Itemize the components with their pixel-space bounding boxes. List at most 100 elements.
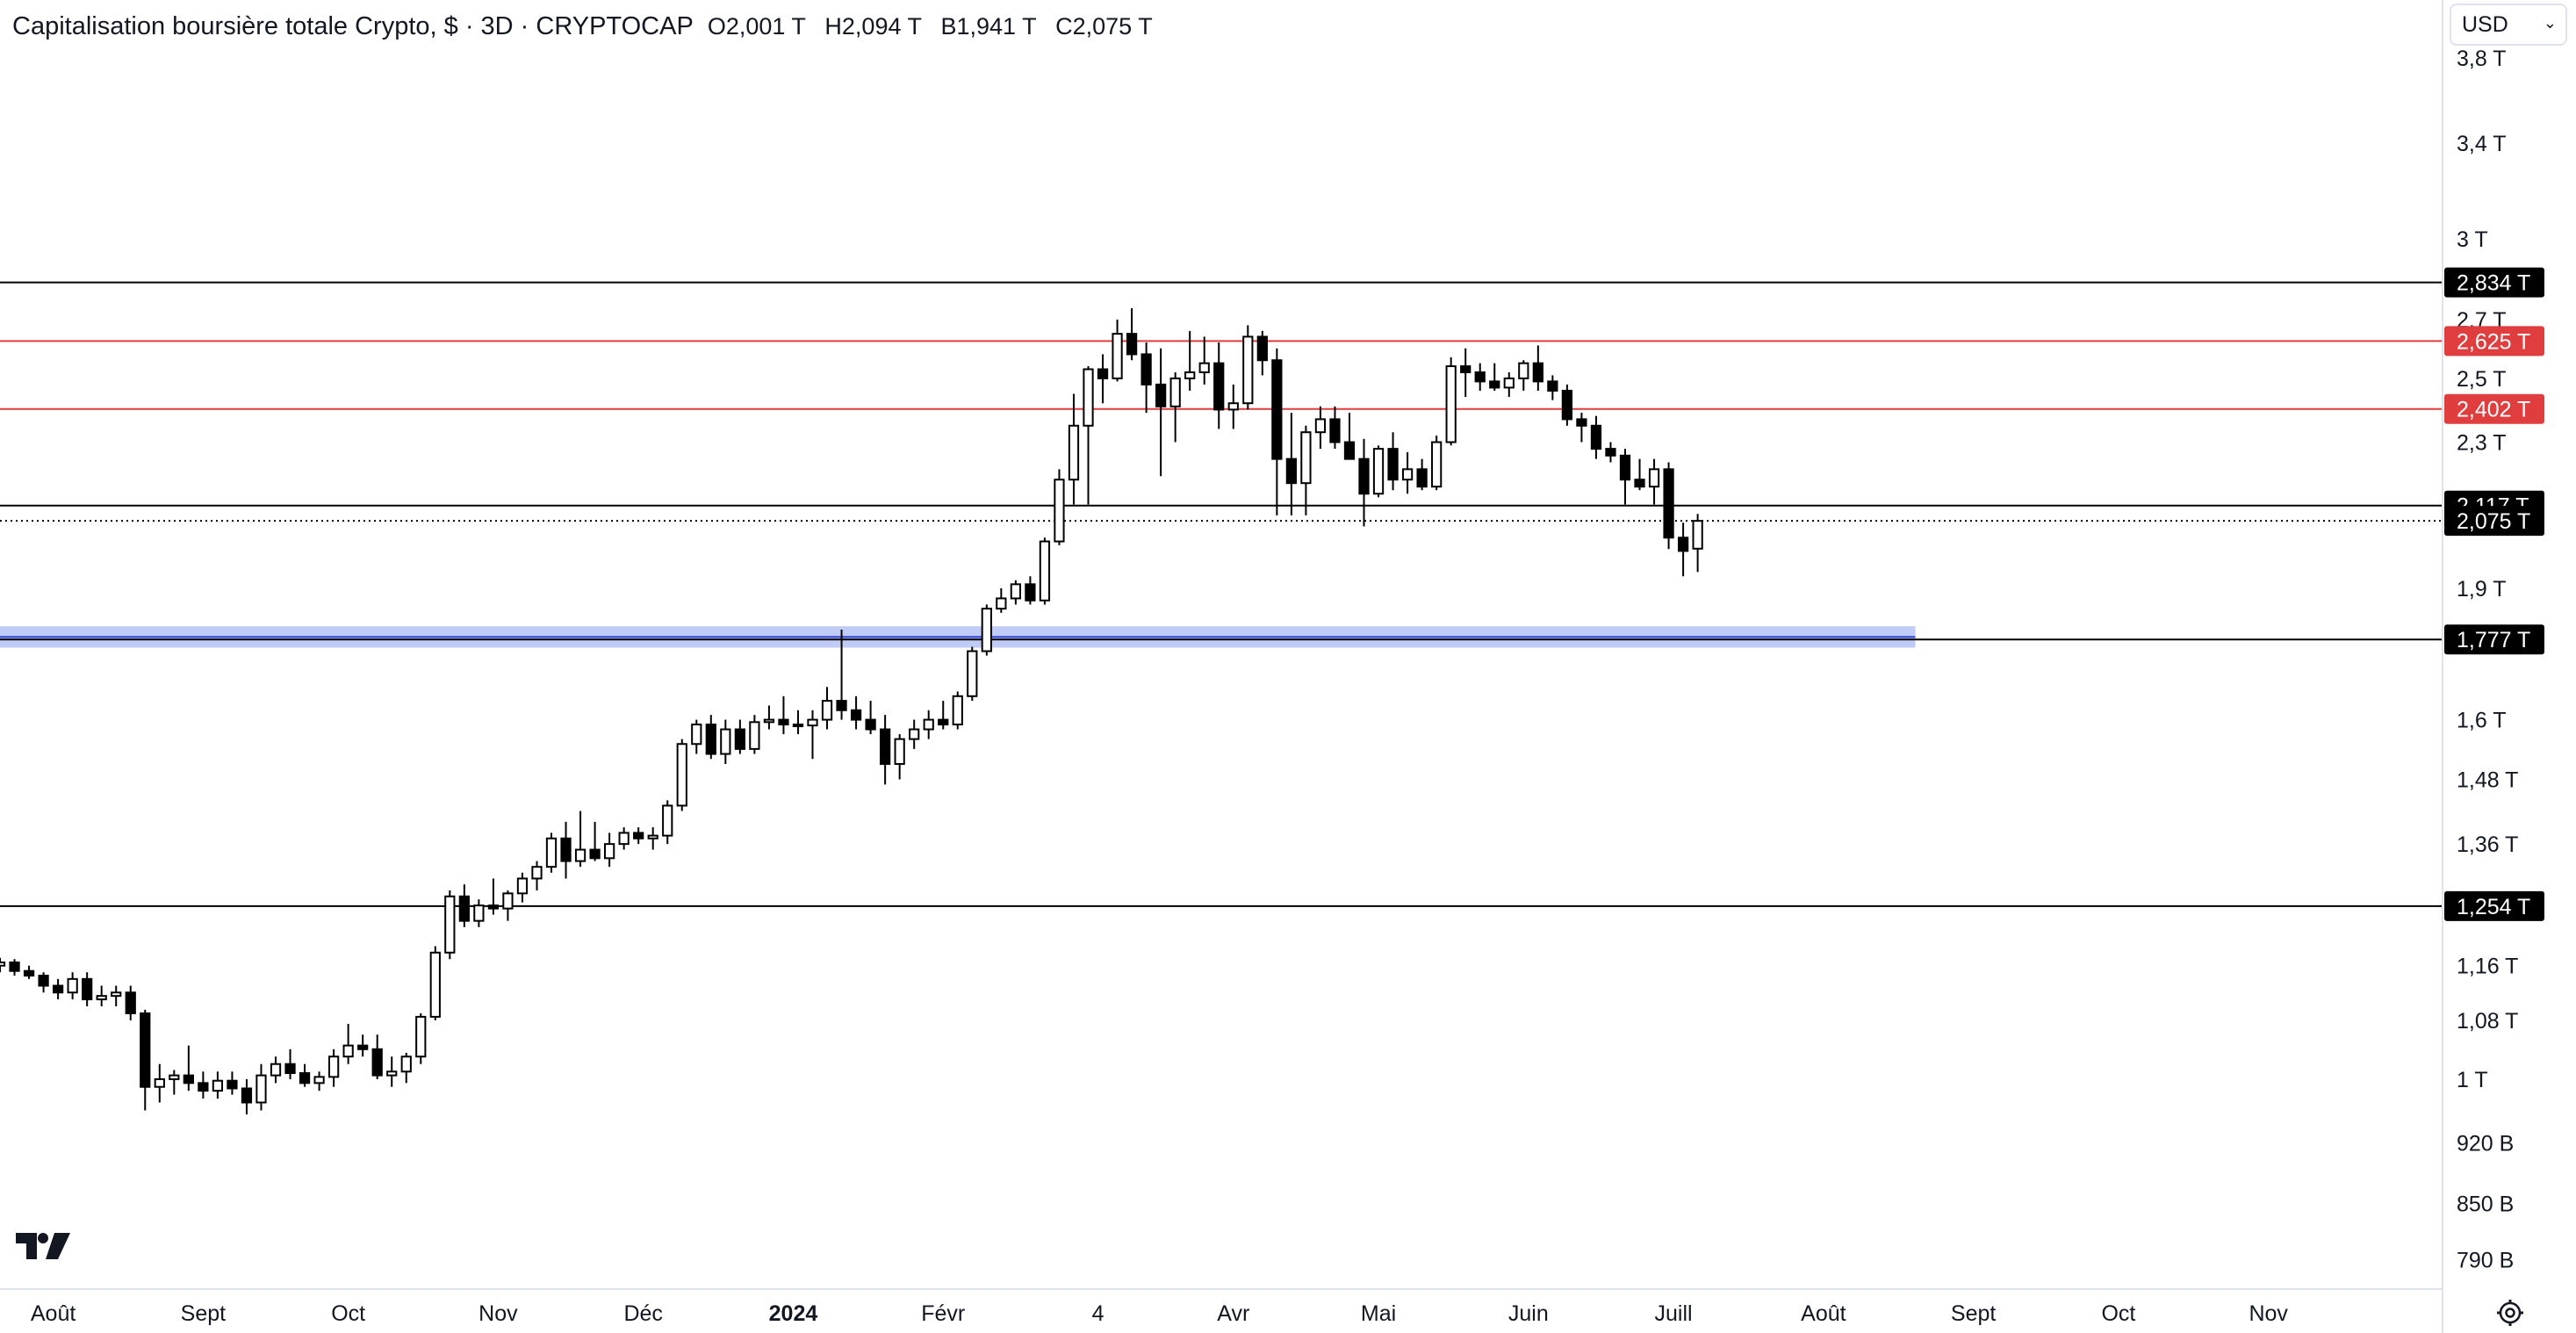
candle-body [429, 951, 441, 1018]
candle-body [1213, 362, 1225, 411]
y-tick-label: 1,6 T [2457, 709, 2507, 733]
candle [371, 1034, 383, 1079]
candle [1648, 458, 1660, 505]
x-tick-label: Avr [1217, 1301, 1249, 1326]
y-tick-label: 1,9 T [2457, 577, 2507, 602]
candle-body [255, 1074, 267, 1104]
candle [458, 884, 470, 927]
candle-body [894, 738, 905, 766]
candle-body [734, 728, 745, 750]
candle [1285, 413, 1298, 515]
candle [1416, 458, 1428, 491]
price-axis[interactable]: 3,8 T3,4 T3 T2,7 T2,5 T2,3 T1,9 T1,6 T1,… [2457, 47, 2518, 1272]
candle [836, 630, 847, 720]
candle [1271, 348, 1283, 515]
x-tick-label: Juin [1508, 1301, 1549, 1326]
candle-body [9, 961, 20, 972]
candle-body [1198, 362, 1210, 373]
level-label: 1,777 T [2444, 624, 2544, 655]
candle [327, 1048, 340, 1087]
candle [996, 587, 1007, 613]
candle-body [212, 1079, 224, 1092]
candle [1532, 345, 1543, 391]
candle-body [574, 848, 586, 862]
candle-body [1416, 468, 1428, 488]
candle-body [198, 1082, 209, 1092]
candle-body [705, 724, 716, 755]
candle-body [967, 650, 978, 697]
candle [1083, 366, 1094, 505]
candle-body [763, 718, 775, 724]
candle-body [981, 608, 992, 652]
candle [749, 715, 760, 754]
candle [241, 1078, 253, 1115]
candle [1140, 342, 1152, 414]
candle [487, 878, 500, 915]
candle [1576, 413, 1587, 443]
horizontal-levels[interactable] [0, 281, 2443, 907]
candle-body [1227, 402, 1239, 411]
candle [1634, 458, 1645, 491]
candle [1445, 357, 1457, 446]
candle [589, 821, 601, 861]
x-tick-label: Déc [623, 1301, 662, 1326]
level-label: 2,625 T [2444, 326, 2544, 357]
candle [1054, 469, 1065, 545]
candle-body [96, 995, 107, 1001]
candle-body [1619, 454, 1631, 481]
y-tick-label: 3,8 T [2457, 47, 2507, 71]
candle-body [1155, 383, 1167, 407]
x-tick-label: 4 [1092, 1301, 1105, 1326]
candle [967, 646, 978, 702]
candle [1184, 330, 1196, 391]
candle [865, 701, 876, 735]
candle [531, 861, 543, 890]
candle [429, 946, 441, 1020]
tradingview-logo[interactable] [16, 1231, 72, 1263]
candle [386, 1056, 398, 1087]
time-axis[interactable]: Août Sept Oct Nov Déc 2024 Févr 4 Avr Mai Juin Juil… [31, 1301, 2289, 1326]
candle [1503, 371, 1515, 398]
candle-body [1561, 389, 1573, 421]
y-tick-label: 2,5 T [2457, 367, 2507, 392]
candle-body [778, 718, 789, 726]
candle-body [1126, 333, 1138, 356]
x-tick-label: Juill [1655, 1301, 1693, 1326]
candle [821, 687, 833, 730]
candle-body [473, 904, 485, 922]
candle [1025, 576, 1036, 605]
candle-body [1271, 359, 1283, 460]
candle-body [1358, 458, 1370, 495]
candle-body [1518, 362, 1529, 379]
candle-body [357, 1044, 369, 1050]
gear-icon[interactable] [2495, 1298, 2525, 1328]
currency-select[interactable]: USD ⌄ [2450, 4, 2567, 46]
x-tick-label: Févr [921, 1301, 965, 1326]
candle [734, 719, 745, 754]
candle [1561, 384, 1573, 426]
ohlc-values: O2,001 T H2,094 T B1,941 T C2,075 T [708, 13, 1165, 40]
candle-body [371, 1048, 383, 1077]
candle [574, 811, 586, 868]
candle-body [1677, 537, 1689, 552]
candle-body [38, 975, 49, 987]
candle [691, 719, 702, 754]
candle [169, 1070, 180, 1095]
candle-body [1314, 418, 1327, 434]
candle-body [516, 877, 529, 895]
candle [227, 1071, 238, 1095]
candle-body [23, 969, 35, 977]
candle-body [821, 700, 833, 721]
candle [1590, 415, 1602, 459]
y-tick-label: 920 B [2457, 1132, 2514, 1156]
support-zone[interactable] [0, 626, 1916, 648]
level-label: 2,834 T [2444, 267, 2544, 298]
candle [212, 1071, 224, 1099]
candle-body [227, 1079, 238, 1090]
candle [1518, 360, 1529, 391]
candle-body [1285, 458, 1298, 485]
symbol-title[interactable]: Capitalisation boursière totale Crypto, … [12, 11, 694, 40]
candle-body [67, 977, 78, 994]
candle [952, 691, 963, 730]
